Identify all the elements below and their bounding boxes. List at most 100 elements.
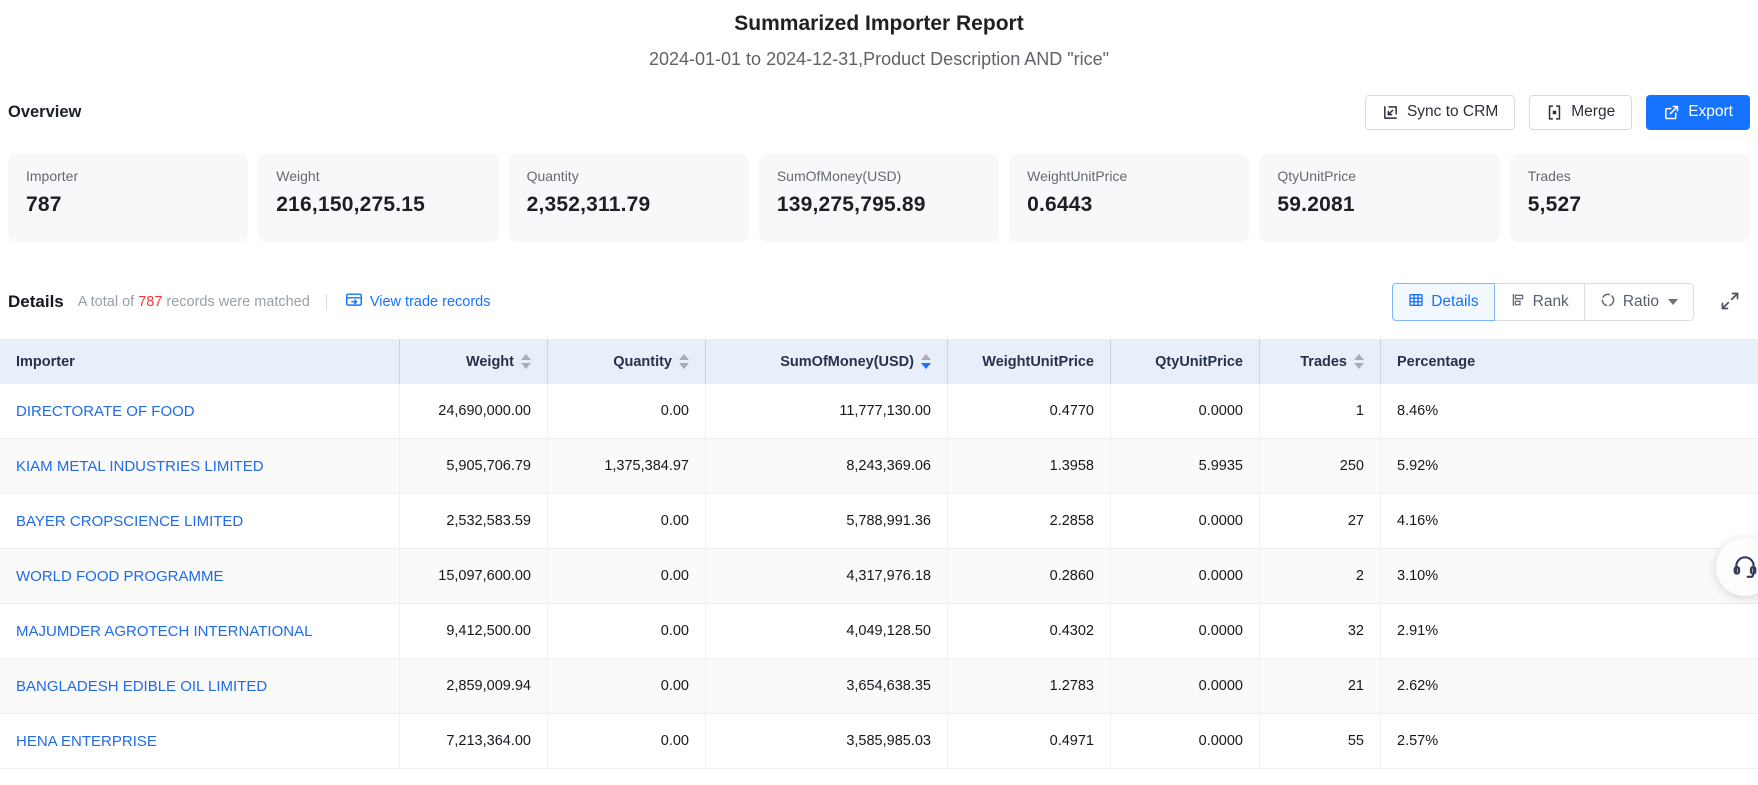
qty-unit-price-cell: 5.9935 <box>1111 439 1260 493</box>
stat-label: Weight <box>276 168 320 184</box>
table-row: KIAM METAL INDUSTRIES LIMITED 5,905,706.… <box>0 439 1758 494</box>
stat-value: 2,352,311.79 <box>526 193 651 216</box>
importer-link[interactable]: WORLD FOOD PROGRAMME <box>0 549 400 603</box>
weight-unit-price-cell: 0.4302 <box>948 604 1111 658</box>
view-rank-label: Rank <box>1532 293 1569 310</box>
weight-cell: 15,097,600.00 <box>400 549 548 603</box>
sum-of-money-cell: 8,243,369.06 <box>706 439 948 493</box>
records-matched-count: 787 <box>138 294 163 310</box>
weight-cell: 9,412,500.00 <box>400 604 548 658</box>
quantity-cell: 0.00 <box>548 604 706 658</box>
stat-label: QtyUnitPrice <box>1277 168 1356 184</box>
ratio-circle-icon <box>1600 292 1616 313</box>
view-rank-button[interactable]: Rank <box>1493 283 1585 321</box>
stat-label: Quantity <box>526 168 579 184</box>
column-header-sum-of-money[interactable]: SumOfMoney(USD) <box>706 339 948 384</box>
importer-link[interactable]: HENA ENTERPRISE <box>0 714 400 768</box>
sync-crm-icon <box>1382 104 1399 121</box>
trade-records-icon <box>345 292 363 312</box>
column-header-weight[interactable]: Weight <box>400 339 548 384</box>
sort-carets-icon[interactable] <box>921 354 931 369</box>
column-header-percentage: Percentage <box>1397 353 1476 370</box>
stat-value: 5,527 <box>1527 193 1582 216</box>
trades-cell: 1 <box>1260 384 1381 438</box>
trades-cell: 250 <box>1260 439 1381 493</box>
stat-card: Importer 787 <box>8 154 249 242</box>
percentage-cell: 2.57% <box>1397 733 1439 749</box>
stat-label: SumOfMoney(USD) <box>776 168 902 184</box>
fullscreen-expand-icon <box>1720 291 1740 314</box>
view-switcher: Details Rank Ratio <box>1392 283 1694 321</box>
table-row: BAYER CROPSCIENCE LIMITED 2,532,583.59 0… <box>0 494 1758 549</box>
quantity-cell: 0.00 <box>548 714 706 768</box>
qty-unit-price-cell: 0.0000 <box>1111 604 1260 658</box>
details-heading: Details <box>8 292 64 311</box>
trades-cell: 21 <box>1260 659 1381 713</box>
column-header-weight-unit-price: WeightUnitPrice <box>948 339 1111 384</box>
importer-link[interactable]: KIAM METAL INDUSTRIES LIMITED <box>0 439 400 493</box>
column-header-quantity[interactable]: Quantity <box>548 339 706 384</box>
view-details-button[interactable]: Details <box>1392 283 1495 321</box>
percentage-cell: 2.62% <box>1397 678 1439 694</box>
stat-label: Importer <box>26 168 79 184</box>
quantity-cell: 0.00 <box>548 494 706 548</box>
export-button[interactable]: Export <box>1646 94 1750 130</box>
sum-of-money-cell: 4,049,128.50 <box>706 604 948 658</box>
percentage-cell: 4.16% <box>1397 513 1439 529</box>
bar-chart-icon <box>1510 292 1526 313</box>
stat-value: 139,275,795.89 <box>776 193 926 216</box>
trades-cell: 2 <box>1260 549 1381 603</box>
support-fab-button[interactable] <box>1716 538 1758 596</box>
importer-link[interactable]: BAYER CROPSCIENCE LIMITED <box>0 494 400 548</box>
merge-label: Merge <box>1571 103 1616 120</box>
view-ratio-button[interactable]: Ratio <box>1583 283 1694 321</box>
weight-unit-price-cell: 0.2860 <box>948 549 1111 603</box>
trades-cell: 27 <box>1260 494 1381 548</box>
importer-table: Importer Weight Quantity SumOfMoney(USD)… <box>0 339 1758 769</box>
quantity-cell: 0.00 <box>548 549 706 603</box>
sort-carets-icon[interactable] <box>679 354 689 369</box>
weight-unit-price-cell: 0.4770 <box>948 384 1111 438</box>
qty-unit-price-cell: 0.0000 <box>1111 714 1260 768</box>
qty-unit-price-cell: 0.0000 <box>1111 384 1260 438</box>
table-row: WORLD FOOD PROGRAMME 15,097,600.00 0.00 … <box>0 549 1758 604</box>
page-title: Summarized Importer Report <box>734 12 1024 35</box>
weight-unit-price-cell: 1.2783 <box>948 659 1111 713</box>
qty-unit-price-cell: 0.0000 <box>1111 549 1260 603</box>
weight-unit-price-cell: 2.2858 <box>948 494 1111 548</box>
view-trade-records-label: View trade records <box>369 294 491 310</box>
stat-label: Trades <box>1527 168 1571 184</box>
overview-stat-cards: Importer 787 Weight 216,150,275.15 Quant… <box>8 154 1750 242</box>
table-row: MAJUMDER AGROTECH INTERNATIONAL 9,412,50… <box>0 604 1758 659</box>
importer-link[interactable]: MAJUMDER AGROTECH INTERNATIONAL <box>0 604 400 658</box>
stat-card: Trades 5,527 <box>1509 154 1750 242</box>
sync-to-crm-button[interactable]: Sync to CRM <box>1364 94 1516 130</box>
column-header-qty-unit-price: QtyUnitPrice <box>1111 339 1260 384</box>
view-trade-records-link[interactable]: View trade records <box>345 292 491 312</box>
quantity-cell: 0.00 <box>548 659 706 713</box>
headset-icon <box>1732 553 1758 582</box>
table-body: DIRECTORATE OF FOOD 24,690,000.00 0.00 1… <box>0 384 1758 769</box>
qty-unit-price-cell: 0.0000 <box>1111 659 1260 713</box>
quantity-cell: 1,375,384.97 <box>548 439 706 493</box>
weight-cell: 5,905,706.79 <box>400 439 548 493</box>
sort-carets-icon[interactable] <box>521 354 531 369</box>
weight-cell: 24,690,000.00 <box>400 384 548 438</box>
merge-button[interactable]: Merge <box>1529 94 1633 130</box>
chevron-down-icon <box>1668 299 1678 305</box>
weight-cell: 7,213,364.00 <box>400 714 548 768</box>
report-subtitle: 2024-01-01 to 2024-12-31,Product Descrip… <box>648 49 1110 69</box>
qty-unit-price-cell: 0.0000 <box>1111 494 1260 548</box>
percentage-cell: 3.10% <box>1397 568 1439 584</box>
column-header-trades[interactable]: Trades <box>1260 339 1381 384</box>
sum-of-money-cell: 4,317,976.18 <box>706 549 948 603</box>
importer-link[interactable]: BANGLADESH EDIBLE OIL LIMITED <box>0 659 400 713</box>
importer-link[interactable]: DIRECTORATE OF FOOD <box>0 384 400 438</box>
table-row: DIRECTORATE OF FOOD 24,690,000.00 0.00 1… <box>0 384 1758 439</box>
fullscreen-button[interactable] <box>1720 291 1740 314</box>
sort-carets-icon[interactable] <box>1354 354 1364 369</box>
stat-value: 787 <box>26 193 62 216</box>
overview-actions: Sync to CRM Merge Export <box>1364 94 1750 130</box>
table-row: HENA ENTERPRISE 7,213,364.00 0.00 3,585,… <box>0 714 1758 769</box>
sum-of-money-cell: 5,788,991.36 <box>706 494 948 548</box>
